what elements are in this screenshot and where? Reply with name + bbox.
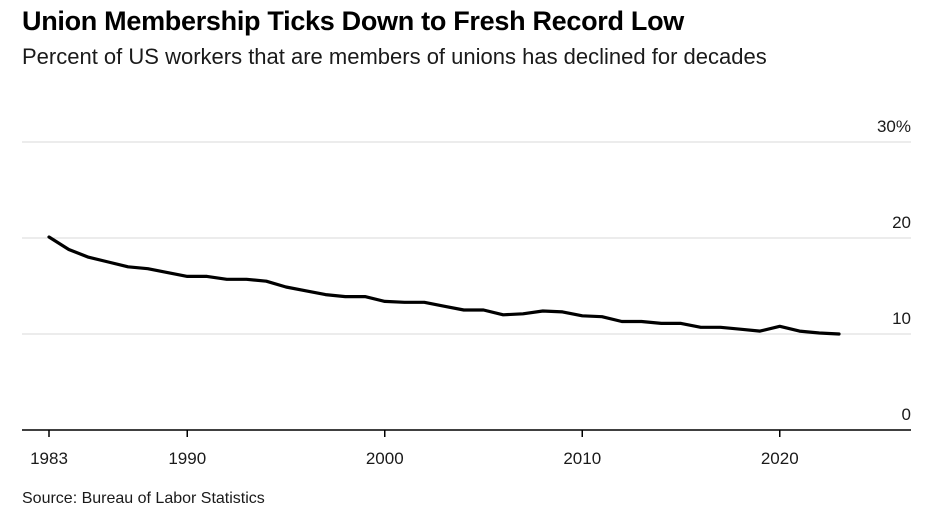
- y-tick-label: 10: [892, 309, 911, 328]
- y-tick-label: 0: [902, 405, 911, 424]
- gridlines: [22, 141, 911, 431]
- series-layer: [47, 235, 841, 336]
- chart-title: Union Membership Ticks Down to Fresh Rec…: [22, 6, 684, 36]
- y-axis-ticks: 0 10 20 30%: [877, 117, 911, 424]
- x-tick-label: 2020: [761, 449, 799, 468]
- x-axis-ticks: 1983 1990 2000 2010 2020: [30, 430, 799, 468]
- series-line-1: [47, 235, 841, 336]
- x-tick-label: 2010: [563, 449, 601, 468]
- y-tick-label: 30%: [877, 117, 911, 136]
- x-tick-label: 2000: [366, 449, 404, 468]
- y-tick-label: 20: [892, 213, 911, 232]
- x-tick-label: 1990: [168, 449, 206, 468]
- chart-subtitle: Percent of US workers that are members o…: [22, 44, 767, 69]
- source-note: Source: Bureau of Labor Statistics: [22, 490, 265, 507]
- x-tick-label: 1983: [30, 449, 68, 468]
